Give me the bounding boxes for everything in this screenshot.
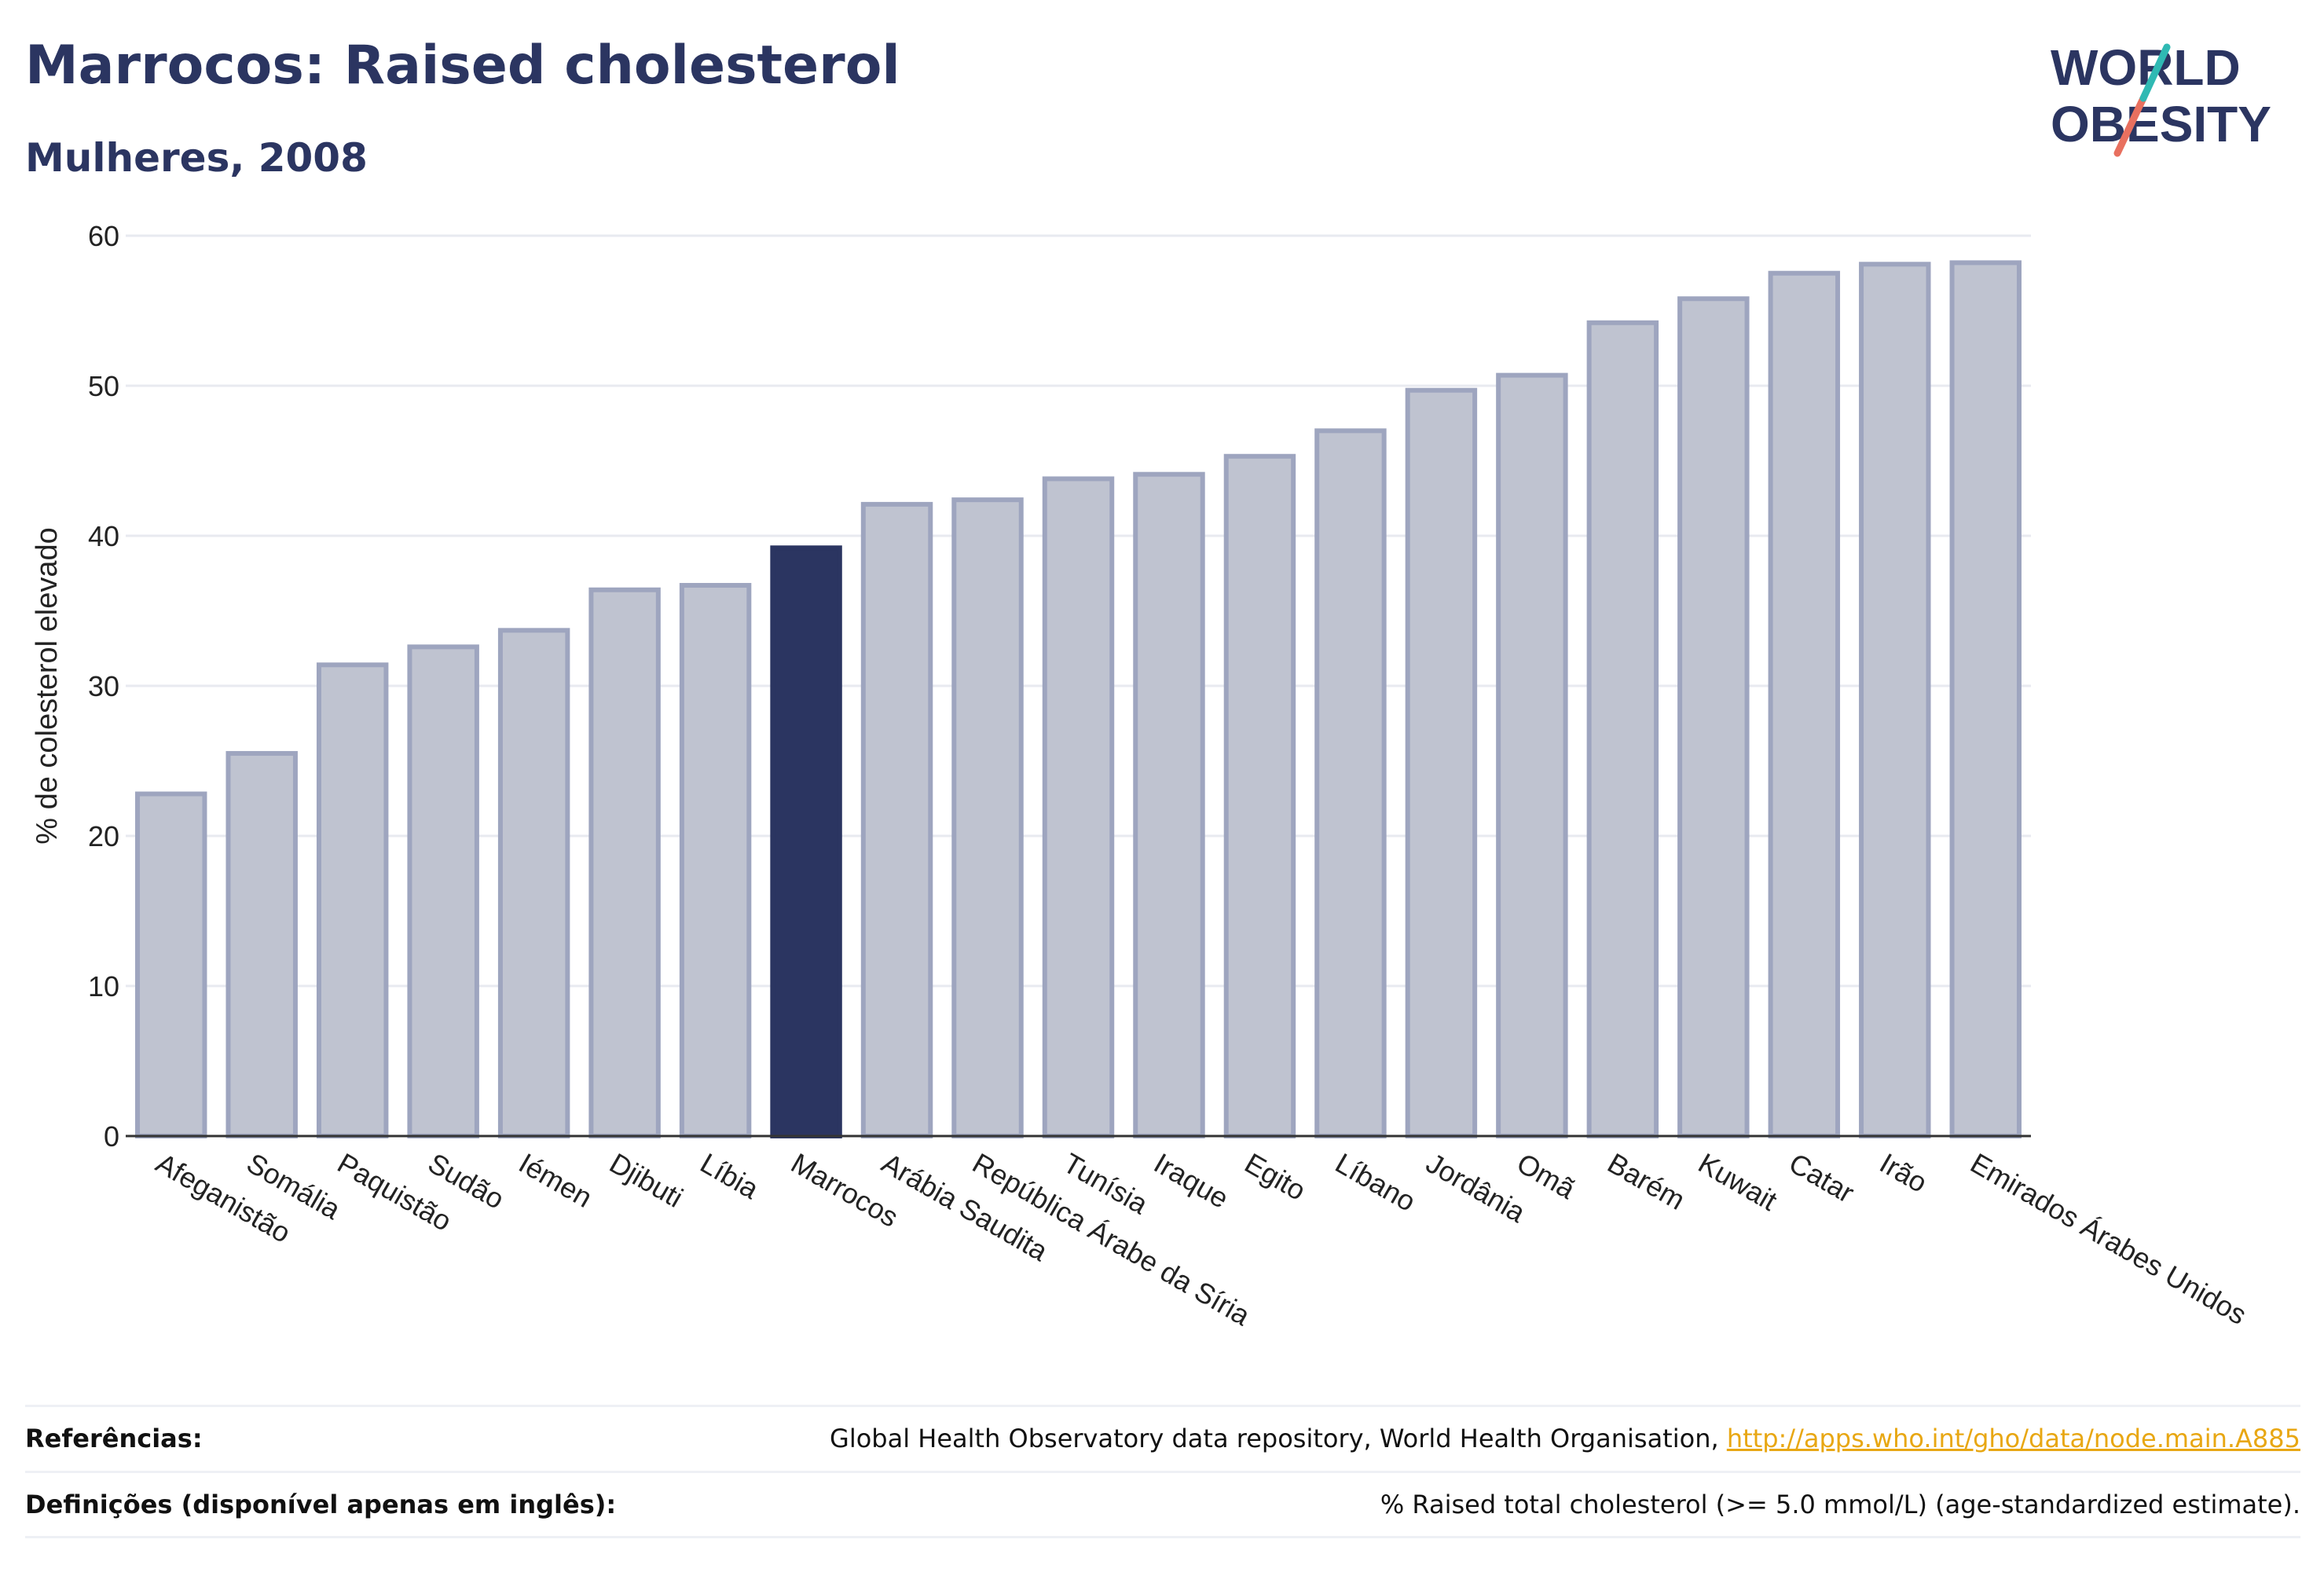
bar-7 (770, 545, 842, 1138)
bar-0 (135, 791, 207, 1139)
bars (135, 260, 2022, 1139)
references-row: Referências: Global Health Observatory d… (25, 1405, 2300, 1470)
x-tick-label: Kuwait (1693, 1146, 1783, 1217)
bar-14 (1405, 387, 1478, 1139)
bar-12 (1223, 453, 1296, 1138)
bar-17 (1677, 296, 1750, 1139)
bar-16 (1586, 320, 1659, 1138)
logo-slash-teal (2139, 43, 2171, 102)
references-label: Referências: (25, 1424, 203, 1453)
bar-13 (1314, 428, 1387, 1138)
world-obesity-logo: WORLD OBESITY (2051, 39, 2271, 157)
y-tick-label: 10 (88, 970, 119, 1002)
x-tick-label: Emirados Árabes Unidos (1965, 1146, 2252, 1331)
logo-line2: OBESITY (2051, 96, 2271, 152)
y-tick-label: 40 (88, 520, 119, 552)
x-tick-label: Egito (1239, 1146, 1311, 1207)
y-tick-label: 30 (88, 670, 119, 702)
chart-title: Marrocos: Raised cholesterol (25, 35, 900, 97)
bar-5 (588, 587, 661, 1138)
bar-18 (1768, 270, 1841, 1138)
x-tick-label: Jordânia (1420, 1146, 1531, 1229)
bar-2 (316, 662, 389, 1138)
x-tick-label: Líbia (695, 1146, 765, 1205)
definitions-text: % Raised total cholesterol (>= 5.0 mmol/… (1380, 1490, 2300, 1519)
y-tick-label: 0 (104, 1120, 119, 1153)
x-tick-label: Irão (1875, 1146, 1933, 1199)
definitions-row: Definições (disponível apenas em inglês)… (25, 1471, 2300, 1538)
bar-3 (407, 644, 479, 1138)
x-tick-label: Barém (1602, 1146, 1690, 1216)
bar-8 (860, 501, 933, 1138)
logo-slash-red (2113, 94, 2147, 157)
bar-6 (679, 583, 752, 1138)
bar-chart: 0 10 20 30 40 50 60 AfeganistãoSomáliaPaquistã… (31, 220, 2253, 1332)
bar-11 (1133, 471, 1205, 1138)
y-tick-label: 50 (88, 370, 119, 402)
bar-19 (1859, 262, 1931, 1138)
x-tick-label: Iémen (514, 1146, 598, 1214)
x-tick-label: Líbano (1330, 1146, 1421, 1218)
references-text: Global Health Observatory data repositor… (830, 1424, 1727, 1453)
x-tick-label: Djibuti (604, 1146, 688, 1214)
y-tick-label: 20 (88, 820, 119, 852)
references-value: Global Health Observatory data repositor… (830, 1424, 2300, 1453)
x-tick-label: Iraque (1149, 1146, 1234, 1215)
bar-20 (1949, 260, 2022, 1138)
bar-15 (1496, 372, 1568, 1138)
x-tick-label: Catar (1783, 1146, 1860, 1209)
chart-subtitle: Mulheres, 2008 (25, 135, 368, 181)
y-tick-labels: 0 10 20 30 40 50 60 (88, 220, 119, 1153)
y-tick-label: 60 (88, 220, 119, 252)
bar-9 (951, 497, 1024, 1138)
definitions-label: Definições (disponível apenas em inglês)… (25, 1490, 617, 1519)
references-link[interactable]: http://apps.who.int/gho/data/node.main.A… (1726, 1424, 2300, 1453)
y-axis-label: % de colesterol elevado (31, 527, 64, 844)
bar-10 (1042, 476, 1115, 1138)
bar-4 (497, 628, 570, 1138)
bar-1 (225, 750, 298, 1138)
